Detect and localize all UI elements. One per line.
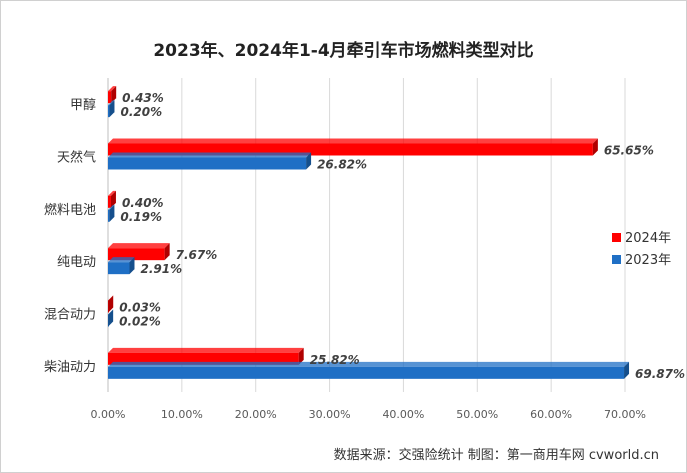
bar-top-face [108,347,304,353]
category-label: 混合动力 [44,308,96,323]
data-label: 2.91% [140,262,182,276]
x-tick-label: 60.00% [530,408,572,421]
bar-side-face [108,309,114,327]
data-label: 69.87% [635,367,685,381]
data-label: 0.40% [122,196,164,210]
legend-swatch [612,255,621,264]
grid-layer [107,78,626,392]
category-label: 燃料电池 [44,202,96,218]
bar-side-face [306,152,312,170]
x-tick-label: 0.00% [91,408,126,421]
labels-layer: 0.00% 10.00% 20.00% 30.00% 40.00% 50.00% 60.00… [44,91,685,421]
bar-side-face [129,257,135,275]
data-label: 0.43% [122,91,164,105]
bar-side-face [592,138,598,156]
x-tick-label: 10.00% [161,408,203,421]
bar-top-face [108,204,115,210]
legend: 2024年 2023年 [612,231,671,268]
chart-title: 2023年、2024年1-4月牵引车市场燃料类型对比 [153,41,534,61]
x-tick-label: 40.00% [382,408,424,421]
category-label: 天然气 [57,150,96,166]
bar-top-face [108,152,312,158]
bar [108,209,110,222]
bars-layer [108,86,630,379]
bar-side-face [164,243,170,261]
bar [108,157,307,170]
bar-top-face [108,86,117,92]
bar-side-face [111,86,117,104]
bar-side-face [298,347,304,365]
data-label: 0.02% [119,315,161,329]
x-tick-label: 70.00% [604,408,646,421]
source-note: 数据来源：交强险统计 制图：第一商用车网 cvworld.cn [333,448,659,463]
legend-entry: 2023年 [625,253,671,268]
bar-top-face [108,295,114,301]
bar [108,366,625,379]
data-label: 0.20% [120,105,162,119]
data-label: 26.82% [317,158,367,172]
legend-entry: 2024年 [625,231,671,246]
bar [108,105,110,118]
bar-top-face [108,257,135,263]
data-label: 65.65% [604,144,654,158]
category-label: 纯电动 [57,255,96,270]
category-label: 柴油动力 [44,360,96,375]
bar [108,262,130,275]
bar-top-face [108,361,630,367]
bar-top-face [108,309,114,315]
bar-top-face [108,190,116,196]
bar-side-face [110,190,116,208]
bar-top-face [108,243,170,249]
x-tick-label: 20.00% [235,408,277,421]
bar-top-face [108,138,598,144]
x-tick-label: 30.00% [309,408,351,421]
data-label: 0.03% [119,301,161,315]
bar [108,91,112,104]
data-label: 7.67% [176,248,218,262]
legend-swatch [612,233,621,242]
x-tick-label: 50.00% [456,408,498,421]
bar-side-face [109,204,115,222]
category-label: 甲醇 [70,97,96,113]
data-label: 25.82% [310,353,360,367]
data-label: 0.19% [120,210,162,224]
bar-side-face [624,361,630,379]
bar-side-face [108,295,114,313]
bar [108,195,111,208]
bar-side-face [109,100,115,118]
bar-top-face [108,100,115,106]
